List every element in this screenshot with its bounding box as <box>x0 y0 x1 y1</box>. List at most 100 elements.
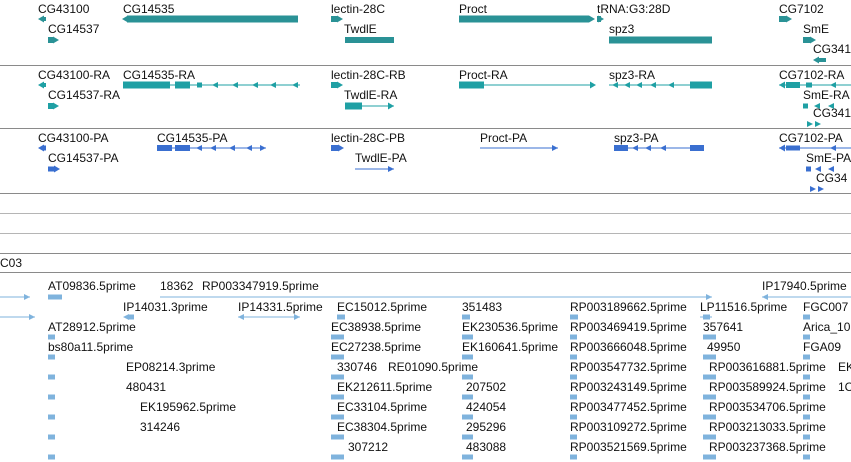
feature-block[interactable] <box>709 394 716 400</box>
protein-label[interactable]: lectin-28C-PB <box>331 131 406 145</box>
protein-label[interactable]: CG43100-PA <box>38 131 109 145</box>
protein-label[interactable]: CG14535-PA <box>157 131 228 145</box>
transcript-label[interactable]: CG341 <box>813 106 851 120</box>
protein-label[interactable]: CG14537-PA <box>48 151 119 165</box>
gene-label[interactable]: CG43100 <box>38 2 90 16</box>
est-label[interactable]: RP003666048.5prime <box>570 340 687 354</box>
feature-block[interactable] <box>803 103 808 109</box>
feature-block[interactable] <box>48 374 55 380</box>
est-label[interactable]: IP14031.3prime <box>123 300 208 314</box>
feature-block[interactable] <box>459 15 589 23</box>
est-label[interactable]: RP003109272.5prime <box>570 420 687 434</box>
gene-label[interactable]: CG341 <box>813 42 851 56</box>
right-arrow-glyph[interactable] <box>818 186 824 192</box>
left-arrow-glyph[interactable] <box>196 145 202 151</box>
left-arrow-glyph[interactable] <box>830 145 836 151</box>
right-arrow-glyph[interactable] <box>337 15 343 23</box>
left-arrow-glyph[interactable] <box>814 103 820 109</box>
feature-block[interactable] <box>42 17 46 21</box>
right-arrow-glyph[interactable] <box>815 121 821 127</box>
feature-block[interactable] <box>331 82 337 88</box>
feature-block[interactable] <box>779 16 786 22</box>
feature-block[interactable] <box>803 314 810 320</box>
left-arrow-glyph[interactable] <box>668 82 674 88</box>
est-label[interactable]: EC15012.5prime <box>337 300 428 314</box>
est-label[interactable]: RP003237368.5prime <box>709 440 826 454</box>
feature-block[interactable] <box>709 414 716 420</box>
gene-label[interactable]: lectin-28C <box>331 2 386 16</box>
est-label[interactable]: RP003243149.5prime <box>570 380 687 394</box>
feature-block[interactable] <box>570 374 577 380</box>
est-label[interactable]: EK195962.5prime <box>140 400 237 414</box>
est-label[interactable]: RP003589924.5prime <box>709 380 826 394</box>
est-label[interactable]: RE01090.5prime <box>388 360 479 374</box>
feature-block[interactable] <box>703 314 710 320</box>
feature-block[interactable] <box>462 414 469 420</box>
left-arrow-glyph[interactable] <box>210 145 216 151</box>
feature-block[interactable] <box>803 434 810 440</box>
est-label[interactable]: 1C <box>838 380 851 394</box>
feature-block[interactable] <box>175 81 190 89</box>
est-label[interactable]: RP003534706.5prime <box>709 400 826 414</box>
feature-block[interactable] <box>709 434 716 440</box>
feature-block[interactable] <box>466 374 473 380</box>
est-label[interactable]: 357641 <box>703 320 744 334</box>
est-label[interactable]: LP11516.5prime <box>700 300 788 314</box>
gene-label[interactable]: TwdlE <box>344 22 377 36</box>
feature-block[interactable] <box>570 454 577 460</box>
feature-block[interactable] <box>331 414 338 420</box>
feature-block[interactable] <box>806 166 811 172</box>
transcript-label[interactable]: Proct-RA <box>459 68 508 82</box>
feature-block[interactable] <box>803 354 810 360</box>
feature-block[interactable] <box>709 334 716 340</box>
left-arrow-glyph[interactable] <box>828 166 834 172</box>
feature-block[interactable] <box>466 454 473 460</box>
feature-block[interactable] <box>462 374 469 380</box>
est-label[interactable]: RP003347919.5prime <box>202 279 319 293</box>
est-label[interactable]: Arica_10 <box>803 320 851 334</box>
gene-label[interactable]: CG7102 <box>779 2 824 16</box>
left-arrow-glyph[interactable] <box>252 82 258 88</box>
est-label[interactable]: RP003477452.5prime <box>570 400 687 414</box>
gene-label[interactable]: spz3 <box>609 22 635 36</box>
feature-block[interactable] <box>48 166 56 172</box>
feature-block[interactable] <box>331 394 338 400</box>
feature-block[interactable] <box>709 374 716 380</box>
est-label[interactable]: 314246 <box>140 420 181 434</box>
feature-block[interactable] <box>337 354 344 360</box>
left-arrow-glyph[interactable] <box>212 82 218 88</box>
gene-label[interactable]: CG14537 <box>48 22 100 36</box>
est-label[interactable]: EP08214.3prime <box>126 360 216 374</box>
feature-block[interactable] <box>48 354 55 360</box>
right-arrow-glyph[interactable] <box>294 314 300 320</box>
feature-block[interactable] <box>466 434 473 440</box>
feature-block[interactable] <box>709 354 716 360</box>
feature-block[interactable] <box>462 334 469 340</box>
feature-block[interactable] <box>803 334 810 340</box>
transcript-label[interactable]: lectin-28C-RB <box>331 68 406 82</box>
est-label[interactable]: AT09836.5prime <box>48 279 136 293</box>
est-label[interactable]: FGC007 <box>803 300 849 314</box>
est-label[interactable]: RP003547732.5prime <box>570 360 687 374</box>
feature-block[interactable] <box>703 354 710 360</box>
right-arrow-glyph[interactable] <box>552 145 558 151</box>
est-label[interactable]: EK212611.5prime <box>337 380 433 394</box>
right-arrow-glyph[interactable] <box>786 15 792 23</box>
feature-block[interactable] <box>337 374 344 380</box>
feature-block[interactable] <box>337 394 344 400</box>
est-label[interactable]: bs80a11.5prime <box>48 340 134 354</box>
feature-block[interactable] <box>331 16 337 22</box>
protein-label[interactable]: CG34 <box>816 171 848 185</box>
est-label[interactable]: EC27238.5prime <box>331 340 422 354</box>
feature-block[interactable] <box>337 334 344 340</box>
est-label[interactable]: 18362 <box>160 279 194 293</box>
feature-block[interactable] <box>331 454 338 460</box>
right-arrow-glyph[interactable] <box>388 102 394 110</box>
est-label[interactable]: RP003213033.5prime <box>709 420 826 434</box>
est-label[interactable]: IP17940.5prime <box>762 279 847 293</box>
feature-block[interactable] <box>462 394 469 400</box>
feature-block[interactable] <box>127 15 298 23</box>
right-arrow-glyph[interactable] <box>706 294 712 300</box>
transcript-label[interactable]: SmE-RA <box>803 88 850 102</box>
feature-block[interactable] <box>48 294 62 300</box>
